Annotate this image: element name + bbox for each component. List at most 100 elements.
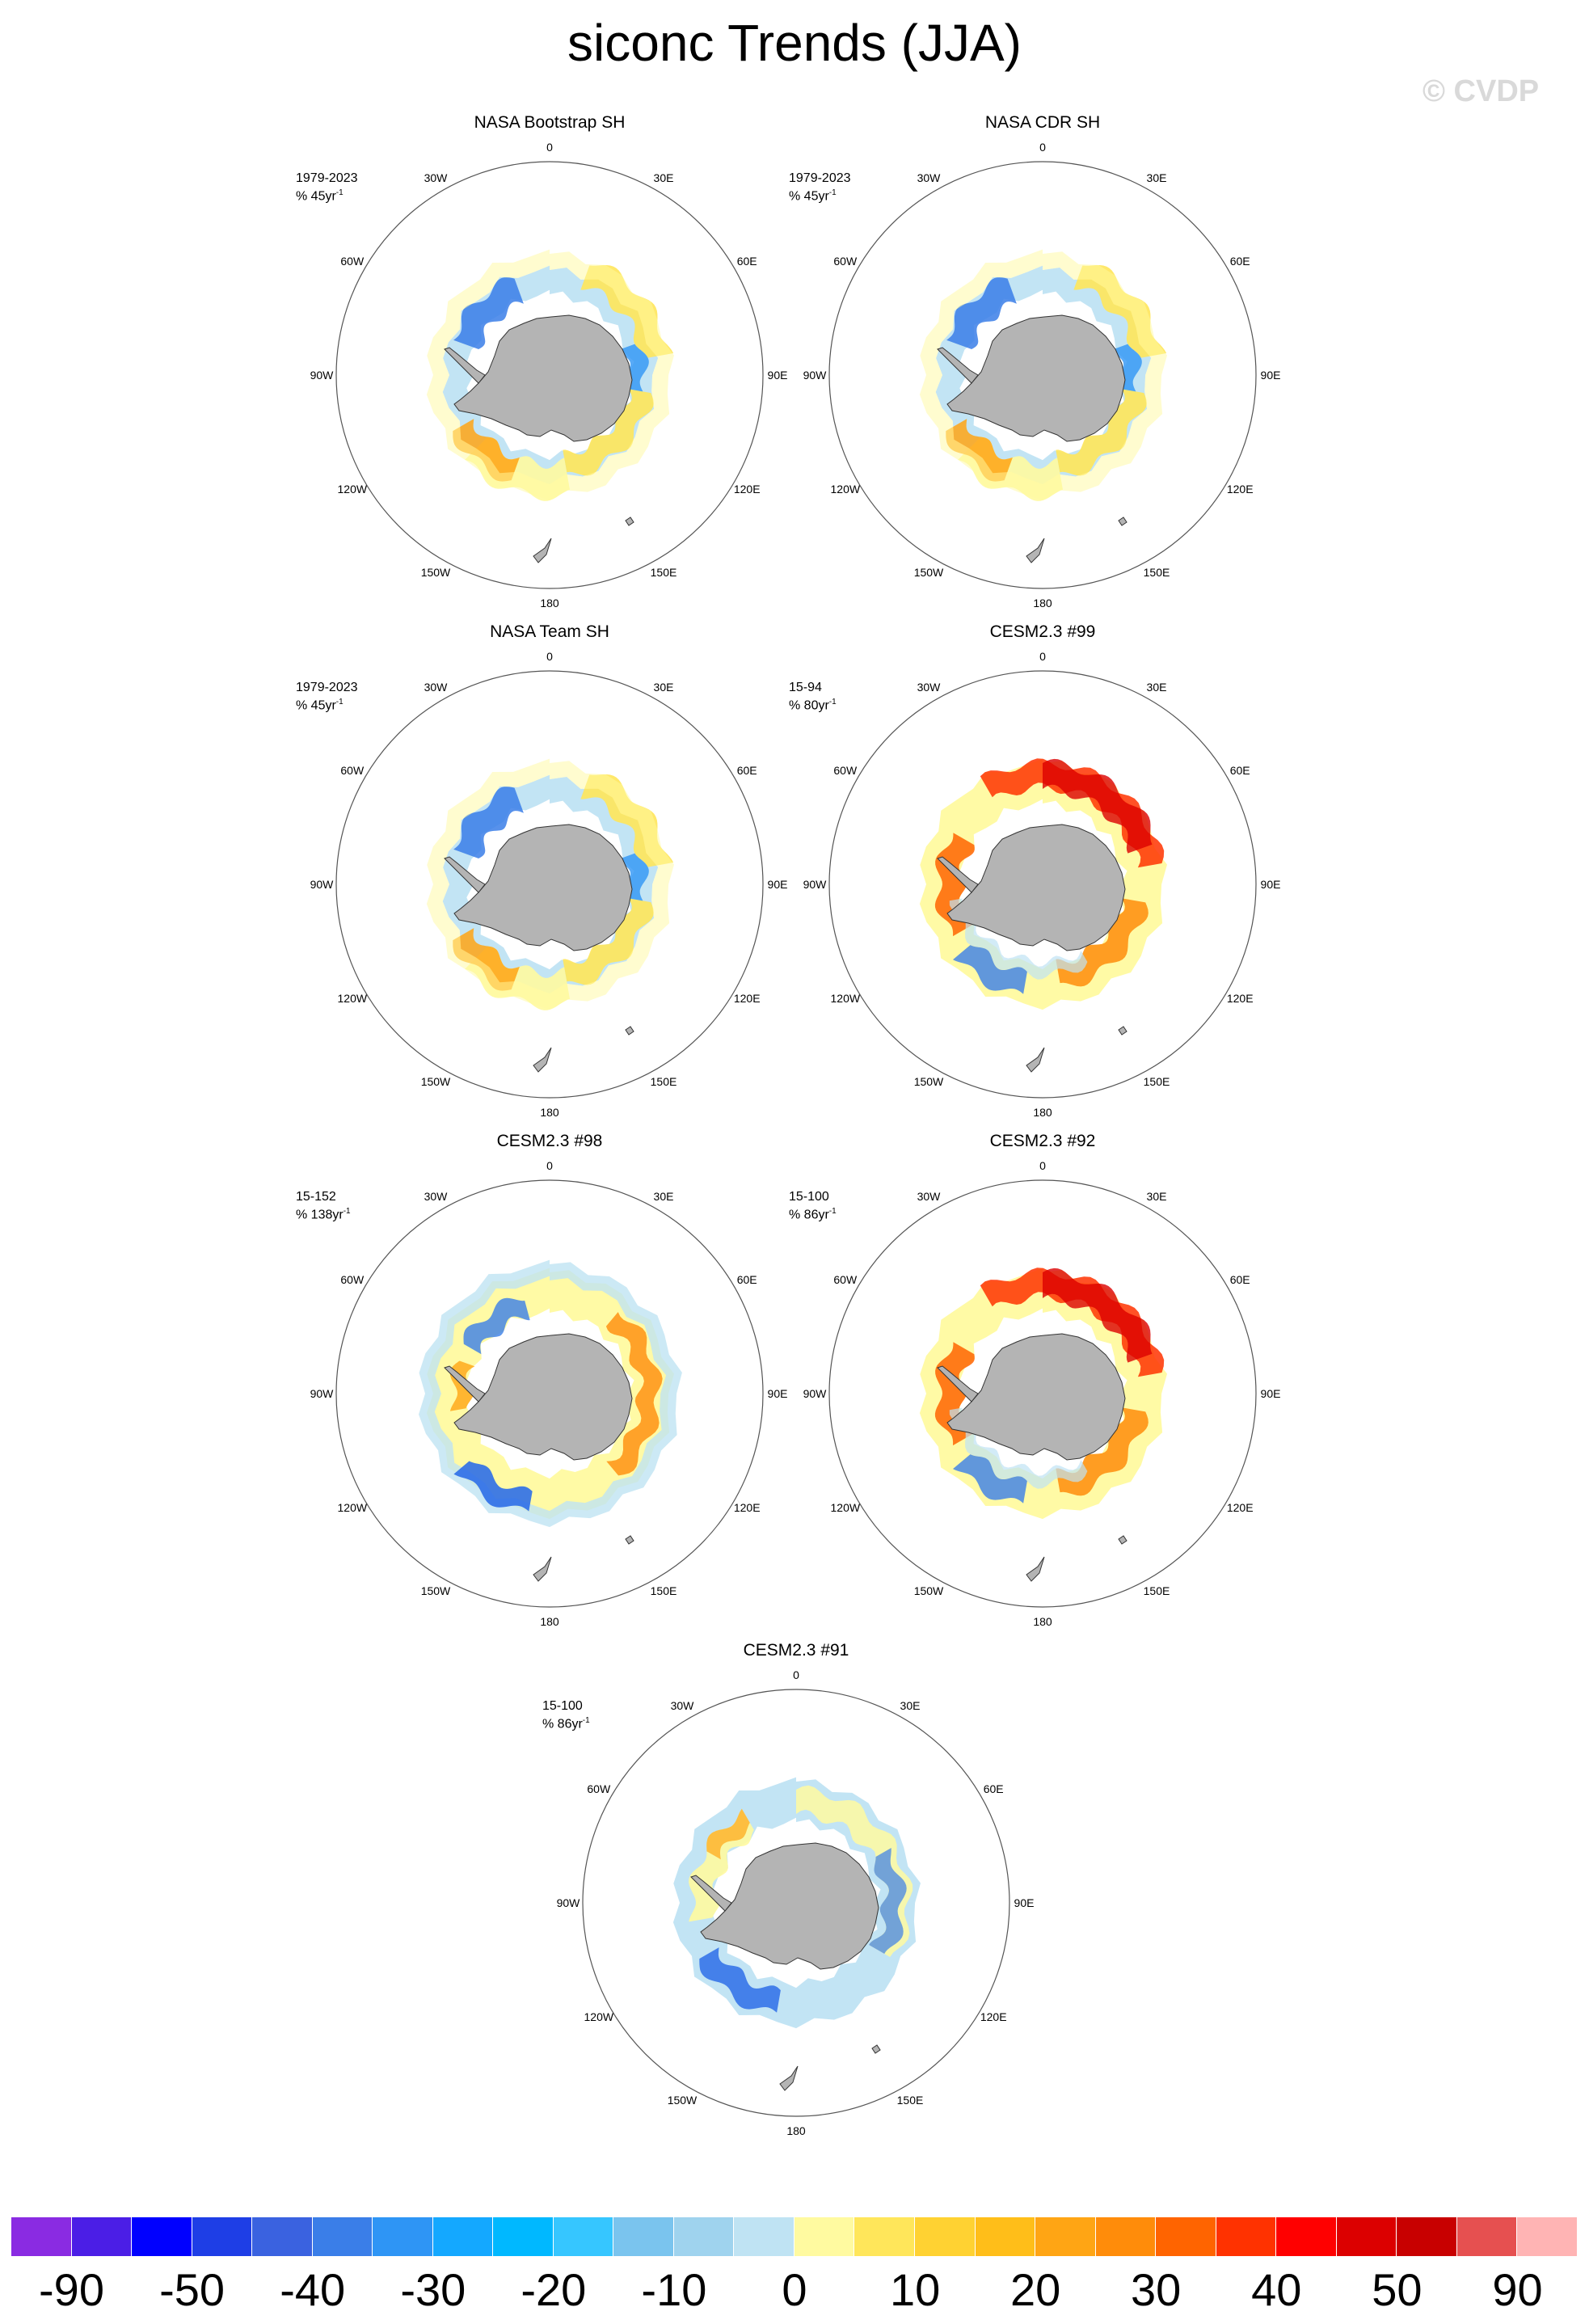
colorbar-swatch xyxy=(132,2217,192,2256)
landmass xyxy=(937,347,979,384)
longitude-label: 150W xyxy=(914,1075,944,1088)
colorbar-swatch xyxy=(11,2217,72,2256)
longitude-label: 30E xyxy=(654,681,674,694)
colorbar-swatch xyxy=(1156,2217,1216,2256)
colorbar-swatch xyxy=(794,2217,855,2256)
landmass xyxy=(1026,538,1045,563)
longitude-label: 30W xyxy=(917,171,942,184)
longitude-label: 150W xyxy=(914,1584,944,1597)
colorbar-swatch xyxy=(71,2217,133,2256)
longitude-label: 30E xyxy=(900,1699,921,1712)
longitude-label: 90W xyxy=(803,878,828,891)
landmass xyxy=(453,824,633,951)
longitude-label: 90E xyxy=(768,1387,788,1400)
colorbar-tick-label: -30 xyxy=(400,2264,466,2315)
landmass xyxy=(779,2065,799,2091)
panel-trend-unit: % 45yr-1 xyxy=(789,188,837,204)
longitude-label: 60E xyxy=(737,764,757,777)
panel-period-info: 1979-2023 % 45yr-1 xyxy=(296,171,358,204)
longitude-label: 150W xyxy=(421,1584,451,1597)
longitude-label: 60W xyxy=(340,255,365,268)
map-boundary-circle xyxy=(582,1689,1010,2117)
longitude-label: 120E xyxy=(1227,483,1254,496)
polar-map: 0 30E 60E 90E 120E 150E 180 150W 120W 90W 60W 30W xyxy=(310,141,788,609)
colorbar-tick-label: 30 xyxy=(1131,2264,1182,2315)
panel-trend-unit: % 45yr-1 xyxy=(296,698,344,713)
polar-map: 0 30E 60E 90E 120E 150E 180 150W 120W 90W 60W 30W xyxy=(310,1159,788,1628)
map-panel: CESM2.3 #99 15-94 % 80yr-1 0 30E 60E 90E 120E 15… xyxy=(760,622,1326,1140)
longitude-label: 150W xyxy=(421,566,451,579)
colorbar-tick-label: -40 xyxy=(280,2264,346,2315)
longitude-label: 120W xyxy=(584,2010,614,2023)
panel-period: 1979-2023 xyxy=(789,171,851,185)
colorbar-swatch xyxy=(1397,2217,1457,2256)
panel-period-info: 1979-2023 % 45yr-1 xyxy=(296,681,358,713)
longitude-label: 120E xyxy=(734,1501,761,1514)
panel-title: CESM2.3 #99 xyxy=(989,622,1096,641)
longitude-label: 180 xyxy=(540,1106,559,1119)
landmass xyxy=(336,1281,339,1331)
colorbar-swatch xyxy=(252,2217,313,2256)
map-panel: CESM2.3 #98 15-152 % 138yr-1 0 30E 60E 90E 120E… xyxy=(267,1132,832,1649)
longitude-label: 120E xyxy=(1227,992,1254,1005)
landmass xyxy=(444,856,486,893)
landmass xyxy=(1118,517,1127,526)
landmass xyxy=(690,1875,732,1912)
panel-title: NASA CDR SH xyxy=(984,113,1101,132)
map-panel: CESM2.3 #91 15-100 % 86yr-1 0 30E 60E 90E 120E 1… xyxy=(513,1641,1079,2158)
panel-trend-unit: % 138yr-1 xyxy=(296,1207,351,1222)
longitude-label: 30W xyxy=(917,1190,942,1203)
landmass xyxy=(1026,1556,1045,1582)
landmass xyxy=(871,2044,881,2054)
panel-title: CESM2.3 #92 xyxy=(989,1132,1096,1150)
longitude-label: 30W xyxy=(917,681,942,694)
longitude-label: 120W xyxy=(831,992,861,1005)
longitude-label: 150E xyxy=(1144,1584,1170,1597)
longitude-label: 150W xyxy=(421,1075,451,1088)
polar-map: 0 30E 60E 90E 120E 150E 180 150W 120W 90W 60W 30W xyxy=(803,650,1281,1119)
colorbar-tick-label: 0 xyxy=(782,2264,807,2315)
landmass xyxy=(625,1535,634,1545)
map-panel: NASA Team SH 1979-2023 % 45yr-1 0 30E 60E 90E 1… xyxy=(267,622,832,1140)
polar-map: 0 30E 60E 90E 120E 150E 180 150W 120W 90W 60W 30W xyxy=(803,141,1281,609)
landmass xyxy=(453,314,633,442)
colorbar-tick-label: -10 xyxy=(641,2264,707,2315)
longitude-label: 30E xyxy=(654,171,674,184)
longitude-label: 90W xyxy=(310,369,335,382)
map-boundary-circle xyxy=(828,161,1257,589)
landmass xyxy=(533,538,552,563)
landmass xyxy=(1118,1026,1127,1035)
landmass xyxy=(444,1365,486,1402)
panel-trend-unit: % 86yr-1 xyxy=(789,1207,837,1222)
colorbar-swatch xyxy=(914,2217,976,2256)
longitude-label: 90E xyxy=(768,878,788,891)
longitude-label: 60W xyxy=(833,255,858,268)
longitude-label: 180 xyxy=(1033,1615,1052,1628)
longitude-label: 150E xyxy=(651,1584,677,1597)
longitude-label: 180 xyxy=(1033,597,1052,609)
landmass xyxy=(937,856,979,893)
longitude-label: 0 xyxy=(793,1668,799,1681)
longitude-label: 0 xyxy=(546,1159,553,1172)
longitude-label: 90W xyxy=(803,369,828,382)
longitude-label: 0 xyxy=(546,141,553,154)
longitude-label: 0 xyxy=(546,650,553,663)
panel-title: NASA Team SH xyxy=(490,622,609,641)
longitude-label: 0 xyxy=(1039,1159,1046,1172)
panel-title: CESM2.3 #91 xyxy=(743,1641,849,1660)
map-panel: CESM2.3 #92 15-100 % 86yr-1 0 30E 60E 90E 120E 1… xyxy=(760,1132,1326,1649)
longitude-label: 90E xyxy=(1014,1896,1035,1909)
longitude-label: 150W xyxy=(914,566,944,579)
longitude-label: 90W xyxy=(803,1387,828,1400)
longitude-label: 90E xyxy=(1261,1387,1281,1400)
landmass xyxy=(946,1333,1126,1461)
landmass xyxy=(700,1842,879,1970)
longitude-label: 60E xyxy=(1230,764,1250,777)
colorbar-tick-label: -90 xyxy=(39,2264,104,2315)
figure-title: siconc Trends (JJA) xyxy=(567,14,1022,72)
longitude-label: 60W xyxy=(340,1273,365,1286)
longitude-label: 60E xyxy=(1230,1273,1250,1286)
longitude-label: 30W xyxy=(424,681,449,694)
panel-trend-unit: % 45yr-1 xyxy=(296,188,344,204)
longitude-label: 60E xyxy=(1230,255,1250,268)
